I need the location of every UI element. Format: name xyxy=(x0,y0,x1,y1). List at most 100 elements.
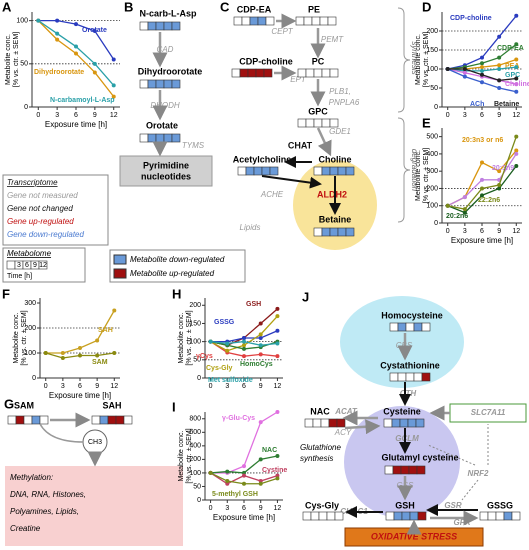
label: Gene not changed xyxy=(7,204,73,213)
point xyxy=(514,65,519,70)
heat-cell xyxy=(416,465,426,475)
arrow xyxy=(316,127,332,157)
point xyxy=(242,343,246,348)
label: Cys-Gly xyxy=(206,365,233,372)
label: 800 xyxy=(189,416,201,423)
label: Betaine xyxy=(319,214,352,224)
label: GSR xyxy=(444,501,462,510)
label: NAC xyxy=(262,447,277,454)
label: Transcriptome xyxy=(7,178,58,187)
label: DNA, RNA, Histones, xyxy=(10,490,86,499)
label: 6 xyxy=(242,383,246,390)
heat-cell xyxy=(417,511,427,521)
point xyxy=(92,61,97,66)
label: 500 xyxy=(426,133,438,140)
label: 300 xyxy=(426,168,438,175)
label: Choline xyxy=(319,154,352,164)
label: Dihydroorotate xyxy=(34,69,84,76)
heat-cell xyxy=(320,418,330,428)
point xyxy=(480,160,484,165)
label: Pyrimidine xyxy=(143,160,189,170)
label: Polyamines, Lipids, xyxy=(10,507,79,516)
point xyxy=(275,354,280,359)
heat-cell xyxy=(405,372,415,382)
point xyxy=(462,207,467,212)
heat-cell xyxy=(337,166,347,176)
point xyxy=(95,353,100,358)
label: GPC xyxy=(308,106,328,116)
point xyxy=(111,83,116,88)
label: Cys-Gly xyxy=(305,500,339,510)
label: CDP-choline xyxy=(450,15,492,22)
label: 200 xyxy=(426,185,438,192)
label: synthesis xyxy=(410,41,419,74)
point xyxy=(242,339,246,344)
heat-cell xyxy=(247,68,257,78)
point xyxy=(480,55,484,60)
heat-cell xyxy=(261,166,271,176)
label: Metabolome xyxy=(7,249,52,258)
label: GSSG xyxy=(487,500,513,510)
label: 12 xyxy=(274,383,282,390)
point xyxy=(258,420,263,425)
label: 0 xyxy=(44,383,48,390)
point xyxy=(514,82,519,87)
label: 9 xyxy=(259,505,263,512)
point xyxy=(514,89,519,94)
heat-cell xyxy=(257,16,267,26)
series-line xyxy=(447,15,517,70)
label: Glutamyl cysteine xyxy=(381,452,458,462)
point xyxy=(92,29,97,33)
label: GPX xyxy=(454,518,472,527)
label: CDP-EA xyxy=(237,4,272,14)
label: 3 xyxy=(61,383,65,390)
label: Glutathione xyxy=(300,443,341,452)
label: Exposure time [h] xyxy=(451,236,513,245)
label: NRF2 xyxy=(468,469,489,478)
point xyxy=(208,470,213,475)
heat-cell xyxy=(313,227,323,237)
label: 100 xyxy=(426,203,438,210)
heat-cell xyxy=(336,418,346,428)
label: 0 xyxy=(434,104,438,111)
label: F xyxy=(2,286,10,301)
dashed-link xyxy=(427,444,476,466)
heat-cell xyxy=(313,68,323,78)
label: 100 xyxy=(189,470,201,477)
arc xyxy=(39,423,84,443)
label: Cystine xyxy=(262,467,287,474)
heat-cell xyxy=(319,16,329,26)
heat-cell xyxy=(31,415,41,425)
transcriptome-legend xyxy=(2,174,109,246)
label: J xyxy=(302,289,309,304)
label: CHAT xyxy=(288,140,313,150)
label: ACh xyxy=(470,101,484,108)
label: 200 xyxy=(189,456,201,463)
point xyxy=(497,78,502,83)
heat-cell xyxy=(345,166,355,176)
point xyxy=(242,481,246,486)
label: [% vs. ctr. ± SEM] xyxy=(186,428,193,483)
label: H xyxy=(172,286,181,301)
label: SAM xyxy=(14,400,34,410)
heat-cell xyxy=(327,16,337,26)
heat-cell xyxy=(305,68,315,78)
label: CAD xyxy=(157,45,174,54)
heat-cell xyxy=(39,415,49,425)
label: C xyxy=(220,0,230,14)
point xyxy=(480,177,484,182)
label: ALDH2 xyxy=(317,189,347,199)
product-box xyxy=(119,155,213,187)
label: DHODH xyxy=(150,101,180,110)
point xyxy=(258,481,263,486)
label: [% vs. ctr. ± SEM] xyxy=(21,310,28,365)
label: Metabolite conc. xyxy=(13,312,20,363)
heat-cell xyxy=(397,322,407,332)
label: Choline xyxy=(505,81,529,88)
point xyxy=(497,169,502,174)
label: 9 xyxy=(497,112,501,119)
heat-cell xyxy=(91,415,101,425)
heat-cell xyxy=(147,21,157,31)
label: 300 xyxy=(24,300,36,307)
arrow xyxy=(344,419,381,435)
